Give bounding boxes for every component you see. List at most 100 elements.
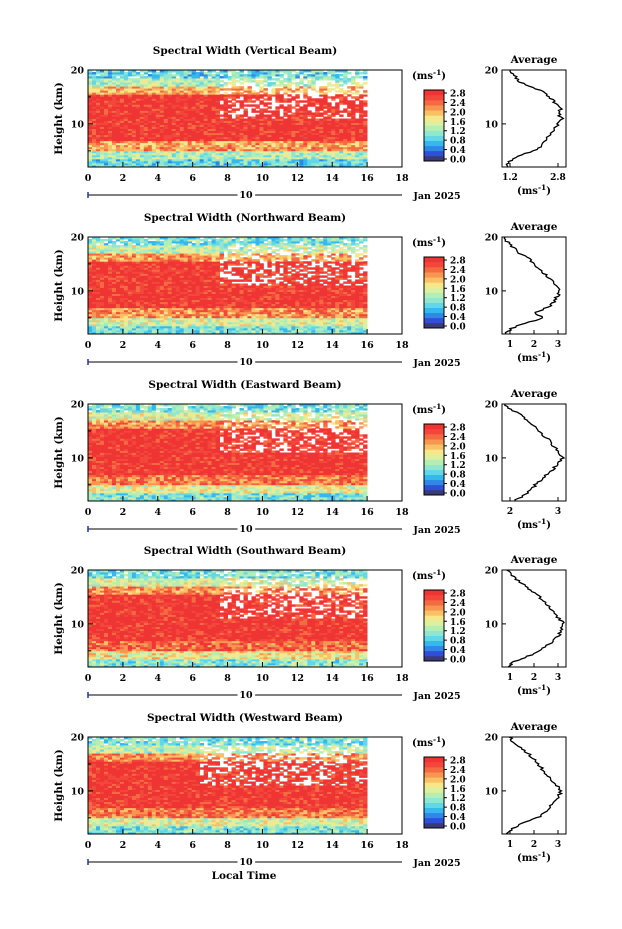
heatmap-cell (275, 154, 280, 158)
heatmap-cell (151, 162, 157, 166)
heatmap-cell (327, 164, 332, 168)
heatmap-cell (163, 70, 169, 73)
heatmap-cell (187, 152, 193, 156)
heatmap-cell (311, 86, 316, 89)
heatmap-cell (283, 78, 288, 81)
heatmap-cell (215, 100, 220, 103)
heatmap-cell (99, 158, 105, 162)
heatmap-cell (103, 148, 109, 152)
heatmap-cell (247, 120, 252, 123)
heatmap-cell (119, 146, 125, 150)
heatmap-cell (219, 106, 224, 109)
heatmap-cell (115, 112, 121, 115)
heatmap-cell (187, 160, 193, 164)
heatmap-cell (259, 331, 264, 335)
heatmap-cell (211, 152, 216, 156)
heatmap-cell (155, 146, 161, 150)
heatmap-cell (303, 100, 308, 103)
heatmap-cell (123, 327, 129, 331)
heatmap-cell (151, 138, 157, 142)
heatmap-cell (219, 138, 224, 142)
heatmap-cell (111, 102, 117, 105)
heatmap-cell (135, 100, 141, 103)
heatmap-cell (359, 94, 364, 97)
heatmap-cell (183, 126, 189, 129)
heatmap-cell (147, 120, 153, 123)
heatmap-cell (347, 160, 352, 164)
heatmap-cell (103, 124, 109, 127)
heatmap-cell (159, 114, 165, 117)
heatmap-cell (283, 331, 288, 335)
heatmap-cell (347, 150, 352, 154)
heatmap-cell (239, 94, 244, 97)
heatmap-cell (115, 130, 121, 134)
heatmap-cell (199, 128, 205, 132)
heatmap-cell (339, 126, 344, 129)
heatmap-cell (211, 102, 216, 105)
heatmap-cell (139, 148, 145, 152)
heatmap-cell (119, 120, 125, 123)
heatmap-cell (107, 138, 113, 142)
heatmap-cell (259, 279, 264, 282)
heatmap-cell (327, 146, 332, 150)
heatmap-cell (203, 92, 209, 95)
heatmap-cell (199, 118, 205, 121)
heatmap-cell (239, 150, 244, 154)
heatmap-cell (211, 128, 216, 132)
heatmap-cell (179, 160, 185, 164)
heatmap-cell (99, 114, 105, 117)
heatmap-cell (111, 104, 117, 107)
heatmap-cell (363, 138, 368, 142)
heatmap-cell (359, 152, 364, 156)
heatmap-cell (235, 283, 240, 286)
heatmap-cell (303, 154, 308, 158)
heatmap-cell (219, 142, 224, 146)
heatmap-cell (123, 78, 129, 81)
heatmap-cell (179, 98, 185, 101)
heatmap-cell (91, 162, 97, 166)
heatmap-cell (151, 158, 157, 162)
heatmap-cell (207, 100, 213, 103)
heatmap-cell (163, 80, 169, 83)
heatmap-cell (151, 126, 157, 129)
heatmap-cell (299, 160, 304, 164)
heatmap-cell (187, 134, 193, 138)
heatmap-cell (343, 164, 348, 168)
heatmap-cell (231, 134, 236, 138)
heatmap-cell (111, 148, 117, 152)
heatmap-cell (183, 152, 189, 156)
heatmap-cell (335, 146, 340, 150)
heatmap-cell (247, 136, 252, 140)
heatmap-cell (203, 146, 209, 150)
heatmap-cell (307, 138, 312, 142)
heatmap-cell (107, 142, 113, 146)
heatmap-cell (219, 80, 224, 83)
heatmap-cell (339, 100, 344, 103)
heatmap-cell (255, 118, 260, 121)
heatmap-cell (335, 164, 340, 168)
heatmap-cell (131, 94, 137, 97)
heatmap-cell (171, 331, 177, 335)
heatmap-cell (239, 134, 244, 138)
heatmap-cell (303, 76, 308, 79)
heatmap-cell (235, 329, 240, 333)
heatmap-cell (243, 96, 248, 99)
heatmap-cell (219, 152, 224, 156)
heatmap-cell (259, 156, 264, 160)
heatmap-cell (99, 108, 105, 111)
heatmap-cell (315, 112, 320, 115)
heatmap-cell (331, 72, 336, 75)
heatmap-cell (235, 94, 240, 97)
heatmap-cell (191, 118, 197, 121)
heatmap-cell (251, 160, 256, 164)
heatmap-cell (183, 92, 189, 95)
heatmap-cell (359, 156, 364, 160)
heatmap-cell (171, 104, 177, 107)
heatmap-cell (307, 82, 312, 85)
heatmap-cell (219, 146, 224, 150)
heatmap-cell (359, 126, 364, 129)
heatmap-cell (183, 150, 189, 154)
heatmap-cell (147, 102, 153, 105)
heatmap-cell (223, 140, 228, 144)
heatmap-cell (203, 84, 209, 87)
